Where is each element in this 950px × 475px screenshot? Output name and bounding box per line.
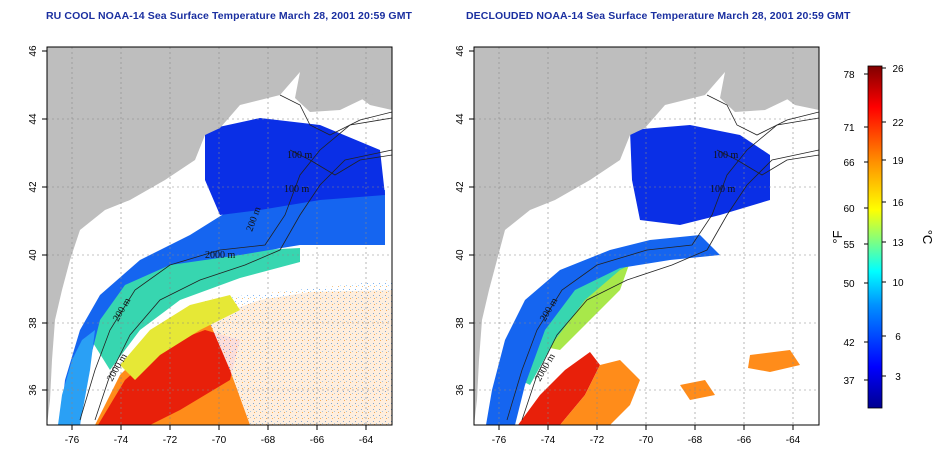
- contour-label: 2000 m: [205, 250, 236, 261]
- y-tick-label: 44: [28, 113, 39, 125]
- right-x-axis: -76 -74 -72 -70 -68 -66 -64: [492, 425, 801, 446]
- x-tick-label: -72: [590, 435, 605, 446]
- cloud-speckle-region: [200, 280, 392, 425]
- fahrenheit-tick-label: 37: [843, 376, 855, 387]
- y-tick-label: 36: [28, 384, 39, 396]
- fahrenheit-tick-label: 50: [843, 279, 855, 290]
- celsius-tick-label: 26: [892, 64, 904, 75]
- temperature-colorbar: 78 71 66 60 55 50 42 37 26 22 19 16 13 1…: [830, 64, 935, 409]
- x-tick-label: -76: [65, 435, 80, 446]
- mid-water: [120, 295, 240, 380]
- y-tick-label: 46: [28, 45, 39, 57]
- x-tick-label: -72: [163, 435, 178, 446]
- nova-scotia: [295, 60, 392, 112]
- fahrenheit-tick-label: 60: [843, 204, 855, 215]
- north-america-landmass: [47, 47, 392, 425]
- contour-label: 100 m: [710, 184, 736, 195]
- celsius-tick-label: 13: [892, 238, 904, 249]
- y-tick-label: 36: [455, 384, 466, 396]
- y-tick-label: 42: [28, 181, 39, 193]
- y-tick-label: 40: [455, 249, 466, 261]
- x-tick-label: -68: [261, 435, 276, 446]
- x-tick-label: -64: [359, 435, 374, 446]
- celsius-tick-label: 19: [892, 156, 904, 167]
- y-tick-label: 46: [455, 45, 466, 57]
- contour-label: 100 m: [713, 150, 739, 161]
- right-map: [474, 47, 819, 425]
- coldest-water: [630, 125, 770, 225]
- contour-label: 100 m: [287, 150, 313, 161]
- nova-scotia: [720, 60, 819, 112]
- left-map: [47, 47, 392, 425]
- right-y-axis: 36 38 40 42 44 46: [455, 45, 474, 396]
- x-tick-label: -70: [212, 435, 227, 446]
- x-tick-label: -64: [786, 435, 801, 446]
- x-tick-label: -74: [114, 435, 129, 446]
- fahrenheit-tick-label: 66: [843, 158, 855, 169]
- fahrenheit-tick-label: 78: [843, 70, 855, 81]
- x-tick-label: -76: [492, 435, 507, 446]
- warm-patch: [748, 350, 800, 372]
- cold-shelf-water: [60, 180, 385, 425]
- contour-label: 100 m: [284, 184, 310, 195]
- y-tick-label: 42: [455, 181, 466, 193]
- warm-water-region: [560, 360, 640, 425]
- celsius-tick-label: 10: [892, 278, 904, 289]
- y-tick-label: 44: [455, 113, 466, 125]
- fahrenheit-tick-label: 71: [843, 123, 855, 134]
- y-tick-label: 40: [28, 249, 39, 261]
- y-tick-label: 38: [28, 317, 39, 329]
- celsius-tick-label: 16: [892, 198, 904, 209]
- right-panel-title: DECLOUDED NOAA-14 Sea Surface Temperatur…: [466, 10, 851, 22]
- fahrenheit-unit-label: °F: [830, 230, 845, 243]
- colorbar-gradient: [867, 65, 883, 409]
- celsius-tick-label: 3: [895, 372, 901, 383]
- nearshore-water: [58, 330, 95, 425]
- left-panel-title: RU COOL NOAA-14 Sea Surface Temperature …: [46, 10, 413, 22]
- celsius-unit-label: °C: [920, 230, 935, 245]
- fahrenheit-tick-label: 55: [843, 240, 855, 251]
- coldest-water: [205, 118, 385, 215]
- x-tick-label: -66: [737, 435, 752, 446]
- warm-patch: [680, 380, 715, 400]
- right-bathymetry-contours: [506, 94, 819, 421]
- left-y-axis: 36 38 40 42 44 46: [28, 45, 47, 396]
- cold-shelf-water: [486, 235, 720, 425]
- x-tick-label: -66: [310, 435, 325, 446]
- left-gridlines: [47, 47, 392, 425]
- celsius-tick-label: 6: [895, 332, 901, 343]
- celsius-tick-label: 22: [892, 118, 904, 129]
- x-tick-label: -70: [639, 435, 654, 446]
- y-tick-label: 38: [455, 317, 466, 329]
- hot-core-region: [518, 352, 600, 425]
- hot-core-region: [98, 330, 240, 425]
- left-x-axis: -76 -74 -72 -70 -68 -66 -64: [65, 425, 374, 446]
- x-tick-label: -68: [688, 435, 703, 446]
- fahrenheit-tick-label: 42: [843, 338, 855, 349]
- x-tick-label: -74: [541, 435, 556, 446]
- right-gridlines: [474, 47, 819, 425]
- north-america-landmass: [474, 47, 819, 425]
- left-bathymetry-contours: [79, 94, 392, 421]
